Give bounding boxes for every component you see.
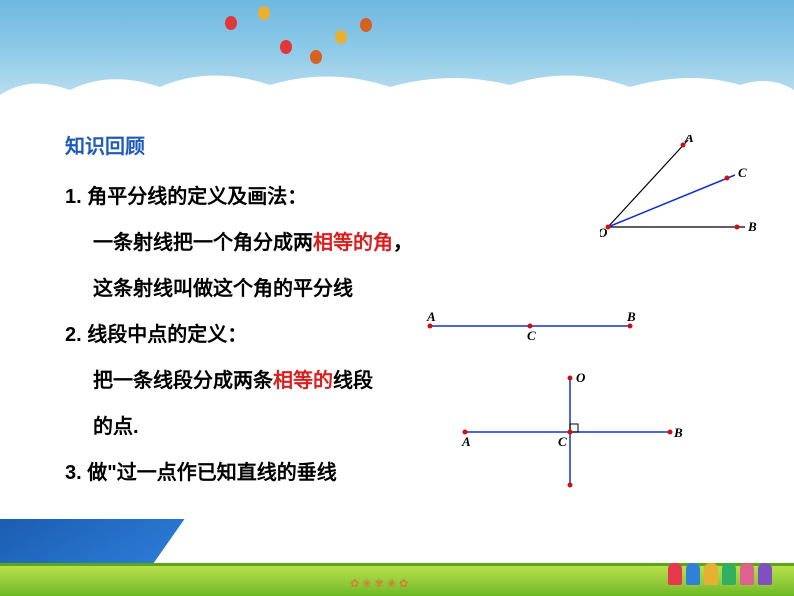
text-1c: 这条射线叫做这个角的平分线: [93, 278, 353, 300]
kid-icon: [704, 563, 718, 585]
balloon-icon: [310, 50, 322, 64]
text-1b-red: 相等的角: [313, 232, 393, 254]
item-1c: 这条射线叫做这个角的平分线: [65, 267, 735, 311]
svg-text:B: B: [673, 425, 683, 440]
kid-icon: [668, 563, 682, 585]
kid-icon: [722, 563, 736, 585]
svg-text:B: B: [747, 219, 757, 234]
svg-text:O: O: [576, 370, 586, 385]
kid-icon: [740, 563, 754, 585]
text-1b-post: ，: [393, 232, 413, 254]
svg-text:A: A: [426, 310, 436, 324]
center-decoration: ✿ ❀ ✾ ❀ ✿: [350, 577, 408, 590]
segment-midpoint-diagram: A B C: [420, 310, 650, 346]
text-2a: 线段中点的定义：: [87, 324, 247, 346]
text-1b-pre: 一条射线把一个角分成两: [93, 232, 313, 254]
text-3a: 做"过一点作已知直线的垂线: [87, 462, 336, 484]
kid-icon: [758, 563, 772, 585]
text-1a: 角平分线的定义及画法：: [87, 186, 307, 208]
svg-text:A: A: [461, 434, 471, 449]
svg-text:B: B: [626, 310, 636, 324]
balloon-icon: [335, 30, 347, 44]
perpendicular-diagram: A B C O: [455, 370, 685, 495]
balloon-icon: [360, 18, 372, 32]
balloon-icon: [280, 40, 292, 54]
num-3: 3.: [65, 462, 82, 484]
svg-text:O: O: [600, 225, 608, 240]
cloud-band: [0, 65, 794, 115]
text-2c: 的点.: [93, 416, 139, 438]
svg-text:C: C: [527, 328, 536, 343]
svg-text:C: C: [558, 434, 567, 449]
angle-bisector-diagram: O A B C: [600, 135, 760, 245]
kids-decoration: [666, 563, 774, 590]
num-2: 2.: [65, 324, 82, 346]
svg-text:A: A: [684, 135, 694, 145]
text-2b-pre: 把一条线段分成两条: [93, 370, 273, 392]
balloon-icon: [225, 16, 237, 30]
num-1: 1.: [65, 186, 82, 208]
svg-text:C: C: [738, 165, 747, 180]
text-2b-post: 线段: [333, 370, 373, 392]
text-2b-red: 相等的: [273, 370, 333, 392]
balloon-icon: [258, 6, 270, 20]
kid-icon: [686, 563, 700, 585]
